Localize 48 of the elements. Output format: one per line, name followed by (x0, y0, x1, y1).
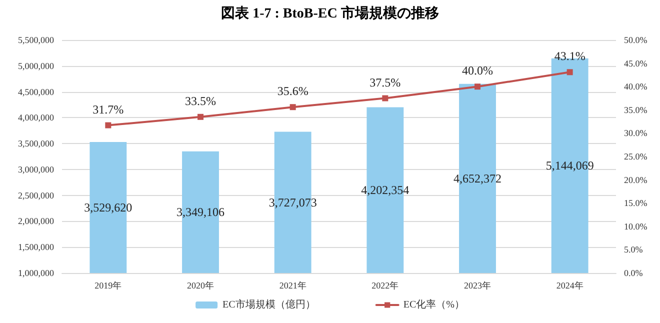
x-tick-label: 2024年 (556, 280, 584, 290)
point (290, 104, 296, 110)
x-tick-label: 2021年 (279, 280, 306, 290)
point (566, 69, 573, 76)
y-tick-label: 2,500,000 (18, 190, 54, 200)
x-tick-label: 2023年 (464, 280, 491, 290)
y-tick-label: 3,000,000 (18, 164, 54, 174)
y-tick-label: 4,500,000 (18, 86, 54, 97)
y2-tick-label: 40.0% (624, 82, 648, 92)
data-label: 40.0% (462, 64, 493, 78)
y-tick-label: 4,000,000 (18, 112, 54, 123)
y2-tick-label: 45.0% (624, 58, 648, 68)
point (474, 84, 480, 90)
y2-tick-label: 5.0% (624, 244, 644, 255)
x-tick-label: 2020年 (187, 280, 214, 290)
data-label: 4,202,354 (361, 183, 410, 198)
y-tick-label: 5,500,000 (18, 35, 54, 45)
data-label: 3,349,106 (176, 205, 224, 220)
legend-label: EC化率（%） (403, 298, 464, 310)
y2-tick-label: 15.0% (624, 198, 648, 208)
y-tick-label: 3,500,000 (18, 138, 54, 149)
point (105, 122, 112, 128)
data-label: 35.6% (277, 84, 308, 98)
data-label: 33.5% (185, 94, 216, 108)
y2-tick-label: 30.0% (624, 128, 648, 138)
y-tick-label: 1,500,000 (18, 242, 54, 252)
data-label: 3,529,620 (84, 200, 132, 215)
y2-tick-label: 25.0% (624, 152, 648, 162)
data-label: 5,144,069 (546, 158, 594, 173)
data-label: 37.5% (370, 75, 401, 90)
data-label: 4,652,372 (454, 171, 502, 186)
y2-tick-label: 20.0% (624, 174, 648, 185)
data-label: 3,727,073 (268, 195, 317, 210)
y2-tick-label: 10.0% (624, 221, 648, 232)
y2-tick-label: 0.0% (624, 268, 644, 278)
data-label: 43.1% (554, 49, 586, 64)
point (382, 95, 388, 102)
chart-title: 図表 1-7 : BtoB-EC 市場規模の推移 (221, 4, 439, 22)
data-label: 31.7% (92, 102, 124, 116)
y-tick-label: 5,000,000 (18, 60, 54, 71)
x-tick-label: 2022年 (372, 280, 399, 290)
y2-tick-label: 35.0% (624, 104, 648, 115)
y2-tick-label: 50.0% (624, 35, 648, 45)
legend-label: EC市場規模（億円） (222, 298, 316, 310)
x-tick-label: 2019年 (94, 280, 122, 290)
y-tick-label: 1,000,000 (18, 268, 54, 278)
y-tick-label: 2,000,000 (18, 216, 54, 226)
point (198, 114, 204, 120)
